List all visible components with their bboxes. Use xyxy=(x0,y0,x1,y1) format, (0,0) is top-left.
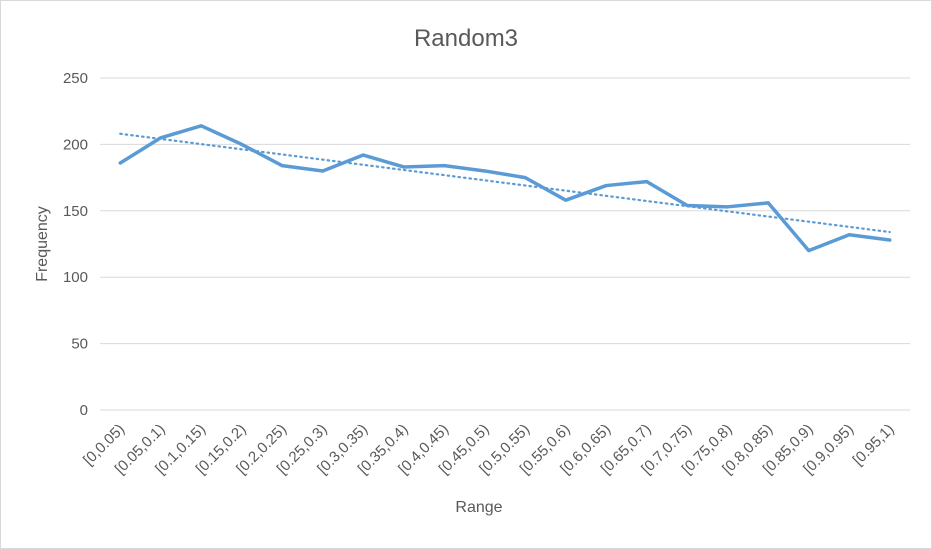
y-tick-label: 0 xyxy=(80,402,88,419)
y-axis-title: Frequency xyxy=(34,206,51,282)
y-tick-label: 200 xyxy=(63,136,88,153)
x-tick-label: [0.95,1) xyxy=(850,421,898,469)
gridlines xyxy=(100,77,910,411)
y-axis-ticks: 0 50 100 150 200 250 xyxy=(63,70,88,419)
data-series xyxy=(118,124,892,253)
y-tick-label: 150 xyxy=(63,203,88,220)
trendline xyxy=(119,132,891,234)
trendline-line xyxy=(119,132,891,234)
series-line xyxy=(118,124,892,253)
x-axis-ticks: [0,0.05)[0.05,0.1)[0.1,0.15)[0.15,0.2)[0… xyxy=(80,421,897,478)
y-tick-label: 100 xyxy=(63,269,88,286)
x-axis-title: Range xyxy=(455,499,502,516)
y-tick-label: 250 xyxy=(63,70,88,87)
y-tick-label: 50 xyxy=(71,336,88,353)
chart-title: Random3 xyxy=(414,25,518,52)
